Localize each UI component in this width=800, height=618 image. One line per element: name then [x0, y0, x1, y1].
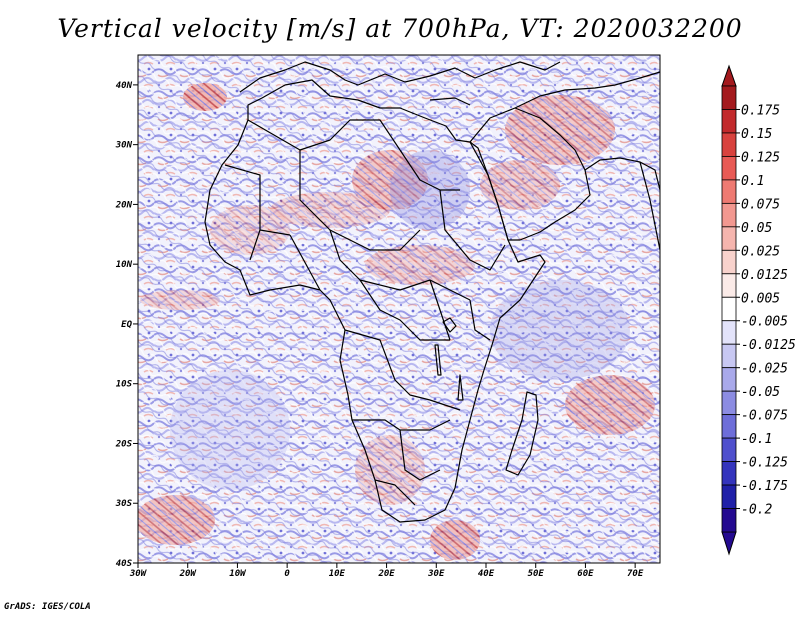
- y-tick-label: 30N: [115, 141, 133, 151]
- colorbar-label: 0.1: [741, 174, 764, 189]
- x-tick-label: 50E: [528, 569, 545, 579]
- colorbar-segment: [721, 85, 737, 110]
- colorbar-label: 0.175: [741, 103, 780, 118]
- colorbar-segment: [721, 437, 737, 462]
- colorbar-label: -0.005: [741, 315, 788, 330]
- colorbar-min-arrow: [721, 531, 737, 556]
- colorbar-segment: [721, 343, 737, 369]
- colorbar-label: 0.125: [741, 150, 780, 165]
- colorbar-segment: [721, 414, 737, 439]
- x-tick-label: 30E: [427, 569, 445, 579]
- colorbar-segment: [721, 109, 737, 134]
- colorbar: 0.175 0.15 0.125 0.1 0.075 0.05 0.025 0.0125 0.0…: [721, 64, 796, 556]
- x-tick-label: 10E: [329, 569, 346, 579]
- x-tick-label: 20E: [377, 569, 395, 579]
- x-tick-label: 0: [284, 569, 290, 579]
- x-tick-label: 60E: [577, 569, 594, 579]
- y-tick-label: 40S: [116, 559, 133, 569]
- x-tick-label: 30W: [129, 569, 148, 579]
- x-tick-label: 70E: [627, 569, 644, 579]
- colorbar-segment: [721, 296, 737, 322]
- colorbar-label: -0.0125: [741, 338, 796, 353]
- colorbar-segment: [721, 132, 737, 157]
- colorbar-label: -0.075: [741, 409, 788, 424]
- y-tick-label: EQ: [121, 320, 132, 330]
- colorbar-label: -0.1: [741, 432, 772, 447]
- colorbar-label: -0.125: [741, 456, 788, 471]
- colorbar-label: 0.075: [741, 197, 780, 212]
- map-frame: [137, 54, 661, 564]
- colorbar-label: -0.05: [741, 385, 780, 400]
- colorbar-segment: [721, 179, 737, 204]
- colorbar-label: 0.005: [741, 291, 780, 306]
- y-tick-label: 20S: [115, 439, 133, 449]
- colorbar-segment: [721, 508, 737, 533]
- colorbar-segment: [721, 484, 737, 509]
- colorbar-label: 0.025: [741, 244, 780, 259]
- y-tick-label: 20N: [115, 200, 133, 210]
- credit-text: GrADS: IGES/COLA: [4, 602, 91, 612]
- y-tick-label: 30S: [115, 499, 133, 509]
- y-tick-label: 10N: [116, 260, 133, 270]
- x-tick-label: 40E: [478, 569, 495, 579]
- colorbar-segment: [721, 226, 737, 251]
- colorbar-label: -0.2: [741, 503, 772, 518]
- colorbar-segment: [721, 461, 737, 486]
- x-tick-label: 10W: [229, 569, 247, 579]
- colorbar-label: -0.025: [741, 362, 788, 377]
- colorbar-segment: [721, 273, 737, 298]
- colorbar-label: -0.175: [741, 479, 788, 494]
- y-tick-label: 40N: [116, 81, 133, 91]
- colorbar-label: 0.05: [741, 221, 772, 236]
- colorbar-segment: [721, 249, 737, 275]
- coastlines: [204, 61, 661, 523]
- colorbar-label: 0.0125: [741, 268, 788, 283]
- colorbar-segment: [721, 367, 737, 392]
- x-axis: 30W 20W 10W 0 10E 20E 30E 40E 50E 60E 70E: [129, 563, 644, 579]
- y-tick-label: 10S: [116, 380, 133, 390]
- colorbar-segment: [721, 202, 737, 228]
- colorbar-segment: [721, 390, 737, 416]
- colorbar-max-arrow: [721, 64, 737, 87]
- x-tick-label: 20W: [179, 569, 198, 579]
- chart-title: Vertical velocity [m/s] at 700hPa, VT: 2…: [57, 14, 743, 43]
- colorbar-segment: [721, 320, 737, 345]
- velocity-field: [138, 55, 660, 563]
- colorbar-label: 0.15: [741, 127, 772, 142]
- y-axis: 40N 30N 20N 10N EQ 10S 20S 30S 40S: [115, 81, 138, 569]
- colorbar-segment: [721, 156, 737, 181]
